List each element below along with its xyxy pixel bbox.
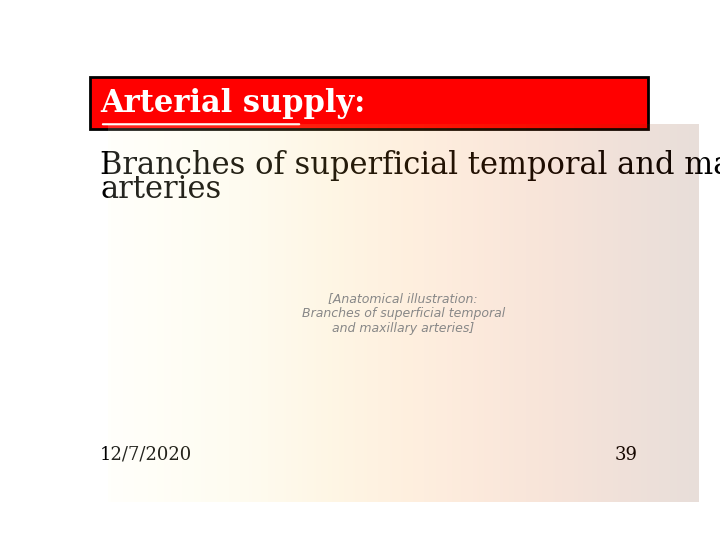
Text: Branches of superficial temporal and maxillary: Branches of superficial temporal and max…: [100, 150, 720, 181]
Text: 12/7/2020: 12/7/2020: [100, 446, 192, 464]
Text: Arterial supply:: Arterial supply:: [100, 88, 366, 119]
Text: arteries: arteries: [100, 174, 221, 205]
Text: [Anatomical illustration:
Branches of superficial temporal
and maxillary arterie: [Anatomical illustration: Branches of su…: [302, 292, 505, 335]
Text: 39: 39: [615, 446, 638, 464]
FancyBboxPatch shape: [90, 77, 648, 129]
